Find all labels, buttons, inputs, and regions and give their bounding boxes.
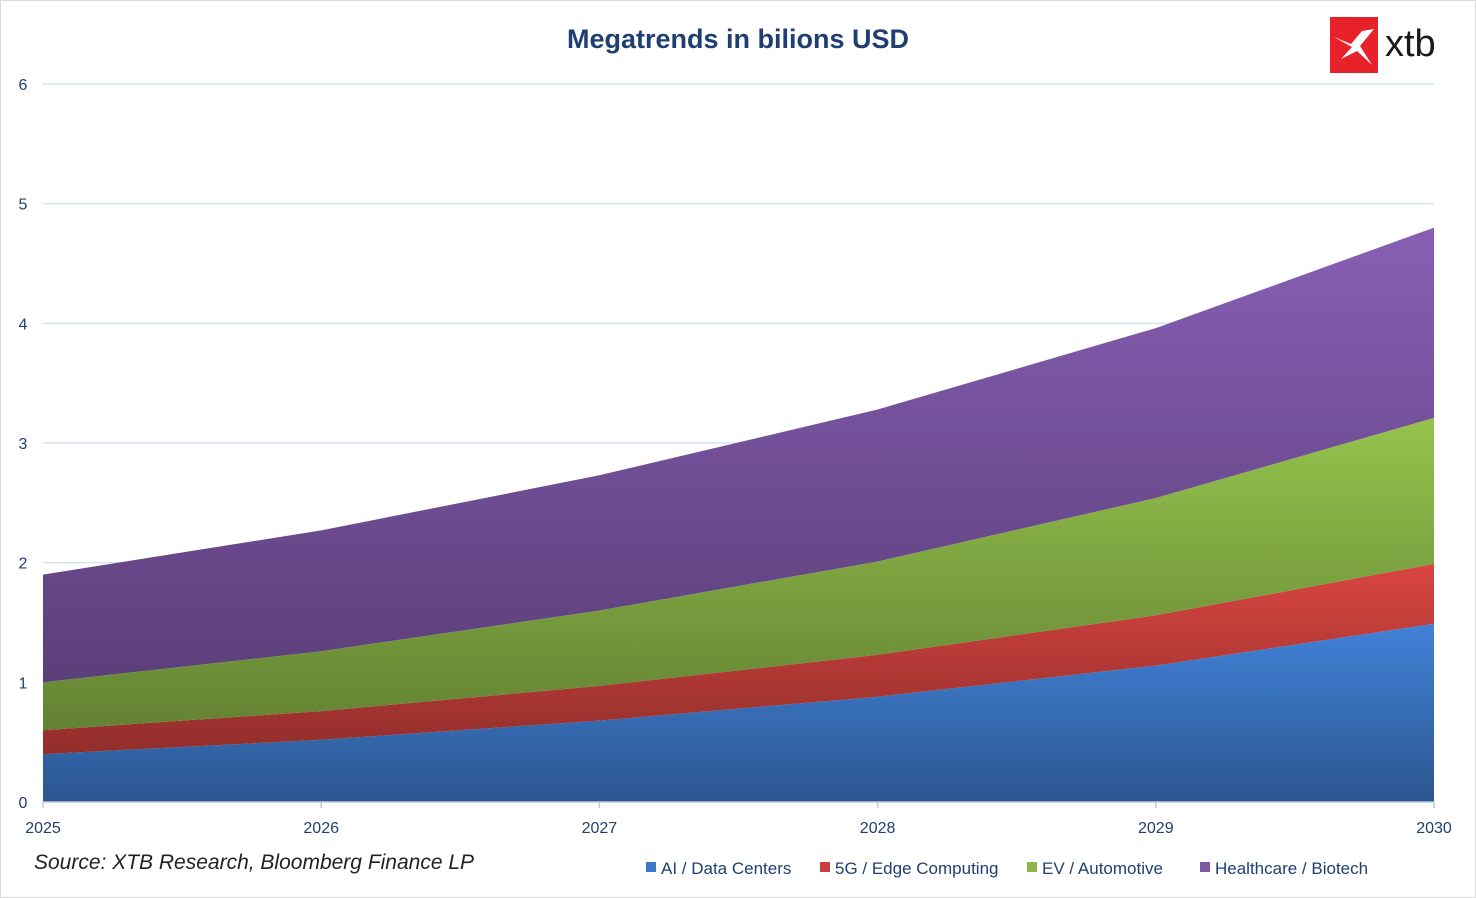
area-healthcare-biotech	[43, 227, 1434, 683]
legend-swatch-5g-edge-computing	[820, 862, 830, 872]
legend-swatch-ai-data-centers	[646, 862, 656, 872]
y-tick-label: 1	[19, 675, 28, 692]
stacked-areas	[43, 227, 1434, 802]
y-tick-label: 6	[19, 77, 28, 94]
area-5g-edge-computing	[43, 563, 1434, 755]
legend-swatch-healthcare-biotech	[1200, 862, 1210, 872]
legend-label-ai-data-centers: AI / Data Centers	[661, 859, 791, 878]
legend-label-healthcare-biotech: Healthcare / Biotech	[1215, 859, 1368, 878]
x-tick-label: 2028	[860, 820, 896, 837]
xtb-x-mark-icon	[1334, 29, 1374, 65]
x-tick-label: 2027	[582, 820, 618, 837]
y-tick-label: 4	[19, 316, 28, 333]
x-tick-label: 2030	[1416, 820, 1452, 837]
legend: AI / Data Centers 5G / Edge Computing EV /…	[646, 859, 1368, 878]
source-note: Source: XTB Research, Bloomberg Finance …	[34, 851, 474, 874]
xtb-logo-text: xtb	[1385, 23, 1436, 65]
area-ev-automotive	[43, 417, 1434, 731]
y-tick-label: 2	[19, 556, 28, 573]
area-ai-data-centers	[43, 623, 1434, 802]
x-tick-label: 2026	[303, 820, 339, 837]
xtb-logo: xtb	[1330, 17, 1436, 73]
y-tick-label: 5	[19, 197, 28, 214]
x-tick-label: 2029	[1138, 820, 1174, 837]
legend-swatch-ev-automotive	[1027, 862, 1037, 872]
legend-label-5g-edge-computing: 5G / Edge Computing	[835, 859, 998, 878]
y-tick-label: 0	[19, 795, 28, 812]
axes: 0 1 2 3 4 5 6 2025 2026 2027 2028 2029 2030	[19, 77, 1452, 837]
x-tick-label: 2025	[25, 820, 61, 837]
legend-label-ev-automotive: EV / Automotive	[1042, 859, 1163, 878]
y-tick-label: 3	[19, 436, 28, 453]
chart-title: Megatrends in bilions USD	[567, 24, 909, 54]
